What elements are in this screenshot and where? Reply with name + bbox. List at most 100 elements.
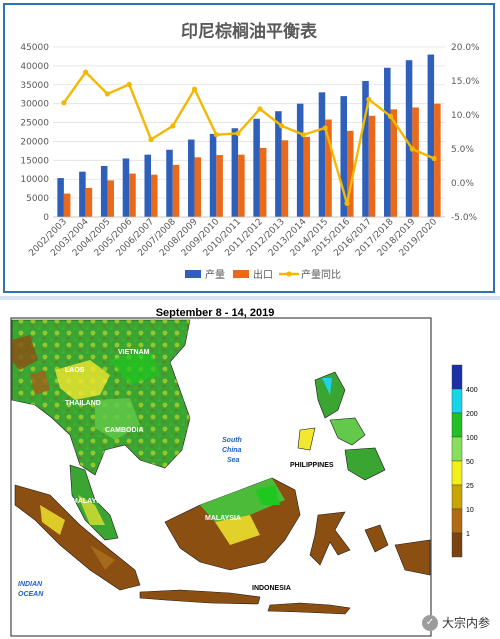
bar-production bbox=[144, 154, 151, 217]
label-south-china-sea-1: South bbox=[222, 437, 242, 444]
label-laos: LAOS bbox=[65, 367, 85, 374]
left-tick-label: 15000 bbox=[20, 156, 49, 166]
bar-export bbox=[172, 164, 180, 217]
sulawesi-landmass bbox=[309, 511, 351, 566]
philippines-landmass bbox=[297, 371, 386, 481]
yoy-growth-point bbox=[61, 100, 67, 106]
yoy-growth-point bbox=[431, 155, 437, 162]
legend-color-band bbox=[451, 532, 463, 558]
legend-color-band bbox=[451, 412, 463, 438]
legend-value-label: 50 bbox=[466, 459, 474, 466]
left-tick-label: 20000 bbox=[20, 137, 49, 147]
left-tick-label: 30000 bbox=[20, 100, 49, 110]
bar-production bbox=[340, 96, 347, 217]
bar-export bbox=[216, 155, 223, 217]
left-tick-label: 25000 bbox=[20, 119, 49, 129]
yoy-growth-point bbox=[213, 132, 219, 138]
wechat-icon: ✓ bbox=[421, 614, 438, 631]
label-indian-ocean-1: INDIAN bbox=[18, 581, 43, 588]
bar-export bbox=[368, 115, 376, 217]
bar-export bbox=[303, 136, 310, 217]
bar-export bbox=[151, 174, 158, 217]
legend-marker-dot bbox=[286, 271, 292, 277]
rainfall-map-panel: September 8 - 14, 2019 bbox=[0, 300, 500, 639]
bar-production bbox=[318, 92, 326, 217]
right-tick-label: 5.0% bbox=[451, 145, 474, 155]
bar-export bbox=[107, 180, 114, 217]
bar-export bbox=[85, 187, 93, 217]
bar-export bbox=[259, 147, 267, 217]
rainfall-map: September 8 - 14, 2019 bbox=[10, 307, 478, 637]
bar-export bbox=[412, 107, 419, 217]
legend-color-band bbox=[451, 460, 463, 486]
legend-swatch bbox=[185, 270, 201, 278]
legend-label: 产量 bbox=[205, 268, 225, 281]
bar-production bbox=[79, 171, 86, 217]
bar-export bbox=[390, 109, 398, 217]
label-cambodia: CAMBODIA bbox=[105, 427, 144, 434]
label-thailand: THAILAND bbox=[65, 400, 101, 407]
watermark-text: 大宗内参 bbox=[441, 616, 490, 630]
legend-value-label: 1 bbox=[466, 531, 470, 538]
yoy-growth-line bbox=[62, 70, 435, 204]
bar-production bbox=[384, 67, 391, 218]
left-tick-label: 0 bbox=[43, 213, 49, 223]
watermark: ✓ 大宗内参 bbox=[421, 614, 490, 631]
yoy-growth-point bbox=[322, 125, 328, 131]
bar-production bbox=[296, 103, 304, 217]
legend-color-band bbox=[451, 364, 463, 390]
label-malaysia-west: MALAYSIA bbox=[72, 498, 108, 505]
yoy-growth-point bbox=[344, 200, 350, 206]
yoy-growth-point bbox=[83, 69, 89, 75]
yoy-growth-point bbox=[126, 81, 132, 87]
map-legend: 400 200 100 50 25 10 1 bbox=[451, 364, 478, 558]
bar-export bbox=[63, 193, 71, 217]
bar-production bbox=[57, 178, 64, 217]
yoy-growth-point bbox=[170, 123, 176, 129]
left-tick-label: 40000 bbox=[20, 62, 49, 72]
label-indonesia: INDONESIA bbox=[252, 585, 291, 592]
panel-divider bbox=[0, 296, 500, 300]
bar-production bbox=[253, 118, 260, 217]
maluku-landmass bbox=[364, 524, 389, 553]
bar-production bbox=[362, 81, 369, 217]
label-south-china-sea-3: Sea bbox=[227, 457, 240, 464]
bar-export bbox=[129, 173, 136, 217]
yoy-growth-point bbox=[300, 132, 307, 138]
right-tick-label: 10.0% bbox=[451, 111, 480, 121]
bar-production bbox=[231, 128, 239, 217]
label-indian-ocean-2: OCEAN bbox=[18, 591, 44, 598]
legend-value-label: 10 bbox=[466, 507, 474, 514]
mainland-landmass bbox=[11, 319, 191, 476]
yoy-growth-point bbox=[409, 146, 415, 152]
bar-production bbox=[427, 54, 435, 217]
legend-color-band bbox=[451, 508, 463, 534]
yoy-growth-point bbox=[279, 123, 285, 129]
label-malaysia-east: MALAYSIA bbox=[205, 515, 241, 522]
legend-color-band bbox=[451, 388, 463, 414]
bar-export bbox=[238, 154, 245, 217]
label-vietnam: VIETNAM bbox=[118, 349, 150, 356]
balance-chart: 印尼棕榈油平衡表 0 5000 10000 15000 20000 25000 30000 3… bbox=[20, 21, 480, 281]
bar-export bbox=[347, 130, 354, 217]
java-landmass bbox=[139, 589, 261, 605]
map-title: September 8 - 14, 2019 bbox=[156, 307, 275, 319]
legend-swatch bbox=[233, 270, 249, 278]
malay-peninsula bbox=[69, 464, 119, 541]
bar-production bbox=[122, 158, 130, 217]
legend-value-label: 200 bbox=[466, 411, 478, 418]
bar-export bbox=[281, 140, 289, 217]
left-tick-label: 35000 bbox=[20, 81, 49, 91]
right-tick-label: -5.0% bbox=[451, 213, 478, 223]
yoy-growth-point bbox=[387, 113, 394, 119]
label-philippines: PHILIPPINES bbox=[290, 462, 334, 469]
bar-export bbox=[325, 119, 332, 217]
label-south-china-sea-2: China bbox=[222, 447, 242, 454]
left-tick-label: 10000 bbox=[20, 175, 49, 185]
bar-export bbox=[434, 103, 441, 217]
bar-production bbox=[188, 139, 195, 217]
legend-label: 出口 bbox=[253, 268, 273, 281]
yoy-growth-point bbox=[257, 106, 263, 112]
legend-color-band bbox=[451, 484, 463, 510]
right-tick-label: 20.0% bbox=[451, 43, 480, 53]
